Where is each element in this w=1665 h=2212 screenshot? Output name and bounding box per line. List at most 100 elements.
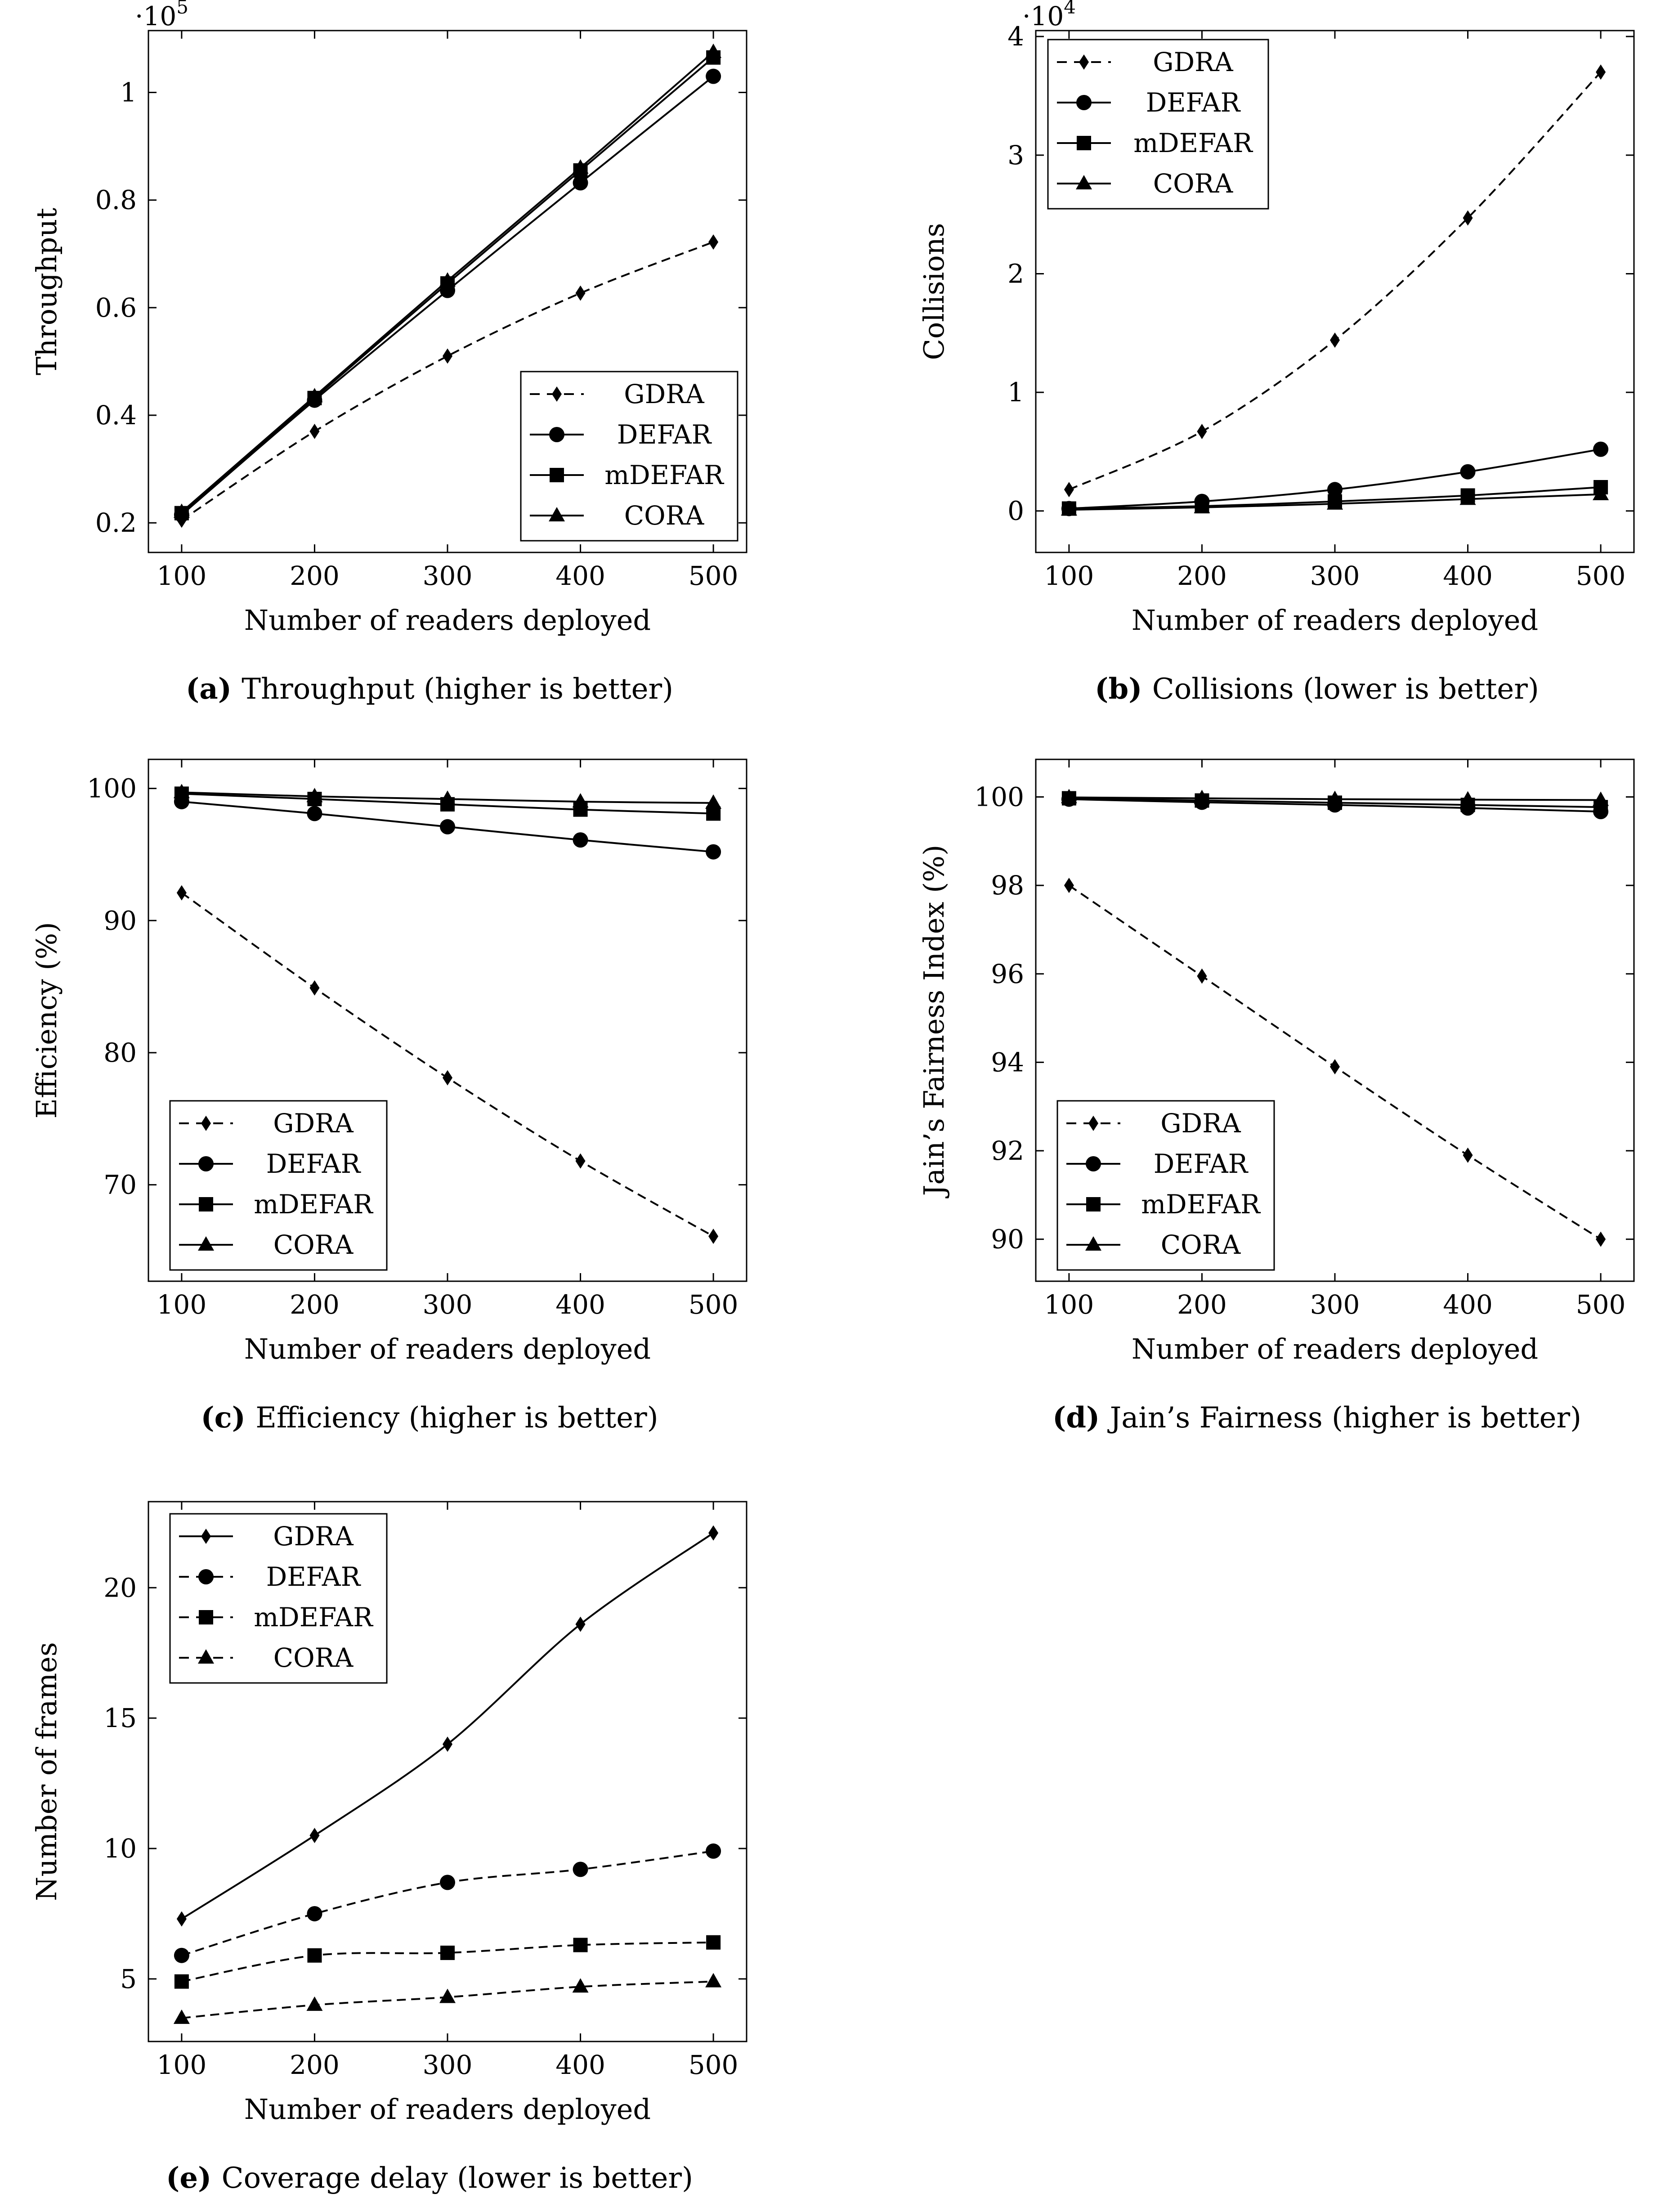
x-axis-title: Number of readers deployed [1132, 1333, 1538, 1365]
y-tick-label: 80 [103, 1037, 137, 1068]
legend-label-defar: DEFAR [266, 1561, 362, 1592]
series-cora [173, 784, 722, 809]
data-point-cora [173, 2009, 190, 2024]
chart-panel-a: 100 200 300 400 500 0.2 0.4 0.6 0.8 1 ·105 Number o… [30, 0, 747, 706]
legend-marker-gdra [201, 1116, 211, 1131]
y-tick-label: 90 [103, 905, 137, 936]
legend-marker-mdefar [1077, 136, 1091, 150]
legend-label-defar: DEFAR [266, 1149, 362, 1179]
legend-marker-mdefar [199, 1610, 213, 1624]
x-tick-label: 100 [1044, 1289, 1094, 1320]
data-point-gdra [1330, 332, 1340, 348]
data-point-gdra [1463, 1147, 1473, 1163]
data-point-defar [573, 832, 588, 848]
data-point-defar [174, 1947, 189, 1963]
data-point-gdra [708, 1229, 719, 1244]
series-cora [1061, 789, 1609, 806]
data-point-cora [1061, 789, 1077, 803]
x-tick-label: 300 [1310, 1289, 1360, 1320]
data-point-cora [705, 1973, 722, 1988]
data-point-gdra [443, 1736, 452, 1752]
legend-marker-gdra [201, 1529, 211, 1544]
x-tick-label: 100 [1044, 561, 1094, 591]
x-tick-label: 100 [157, 561, 207, 591]
data-point-cora [1061, 501, 1077, 516]
legend-label-cora: CORA [273, 1229, 354, 1260]
legend-marker-defar [1076, 95, 1092, 110]
data-point-cora [439, 272, 456, 287]
legend-label-mdefar: mDEFAR [254, 1189, 374, 1220]
legend: GDRA DEFAR mDEFAR CORA [169, 1100, 388, 1271]
x-tick-label: 500 [689, 561, 739, 591]
x-tick-label: 500 [689, 2050, 739, 2080]
data-point-gdra [575, 1616, 586, 1632]
data-point-cora [705, 43, 722, 58]
legend-label-cora: CORA [624, 500, 705, 531]
data-point-cora [306, 788, 323, 803]
data-point-defar [1593, 441, 1609, 457]
data-point-gdra [1197, 968, 1207, 984]
x-tick-label: 200 [1177, 561, 1227, 591]
data-point-gdra [1330, 1059, 1340, 1075]
y-tick-label: 0.4 [95, 400, 137, 431]
caption-text: Coverage delay (lower is better) [222, 2162, 693, 2195]
data-point-gdra [176, 885, 187, 901]
legend-marker-mdefar [199, 1197, 213, 1211]
x-tick-label: 500 [1576, 1289, 1626, 1320]
x-tick-label: 300 [423, 1289, 473, 1320]
y-tick-label: 1 [1007, 377, 1024, 408]
data-point-cora [173, 784, 190, 799]
data-point-mdefar [174, 1974, 189, 1989]
x-tick-label: 400 [555, 561, 605, 591]
legend-marker-cora [1085, 1236, 1101, 1251]
figure-caption: (a) Throughput (higher is better) [186, 672, 673, 706]
x-axis-title: Number of readers deployed [244, 604, 651, 637]
data-point-defar [573, 175, 588, 191]
series-gdra [1064, 64, 1606, 498]
data-point-cora [173, 503, 190, 518]
legend-marker-gdra [1088, 1116, 1098, 1131]
data-point-gdra [309, 1828, 320, 1844]
data-point-cora [1593, 791, 1609, 806]
figure-caption: (b) Collisions (lower is better) [1095, 672, 1539, 706]
legend-marker-mdefar [550, 468, 564, 482]
legend-marker-defar [549, 427, 564, 442]
y-axis-title: Collisions [918, 223, 950, 360]
data-point-cora [1327, 495, 1343, 510]
chart-panel-d: 100 200 300 400 500 90 92 94 96 98 100 Number of re… [918, 758, 1635, 1435]
legend-label-defar: DEFAR [1154, 1149, 1249, 1179]
series-gdra [1064, 878, 1606, 1247]
data-point-cora [572, 1978, 589, 1993]
x-tick-label: 300 [423, 2050, 473, 2080]
x-tick-label: 200 [290, 561, 340, 591]
data-point-mdefar [706, 1935, 721, 1950]
y-tick-label: 94 [991, 1047, 1024, 1077]
x-axis-title: Number of readers deployed [244, 1333, 651, 1365]
legend-label-mdefar: mDEFAR [1141, 1189, 1261, 1220]
data-point-gdra [575, 285, 586, 301]
legend-marker-defar [198, 1569, 214, 1584]
x-tick-label: 400 [555, 2050, 605, 2080]
legend-label-mdefar: mDEFAR [1133, 128, 1253, 158]
y-tick-label: 70 [103, 1170, 137, 1200]
y-tick-label: 100 [87, 773, 137, 804]
caption-letter: (c) [201, 1401, 255, 1435]
data-point-gdra [575, 1153, 586, 1169]
y-tick-label: 3 [1007, 140, 1024, 170]
legend-marker-gdra [1079, 54, 1089, 70]
series-cora [173, 43, 722, 518]
data-point-mdefar [573, 1938, 588, 1952]
legend-marker-cora [549, 507, 565, 521]
y-tick-label: 20 [103, 1572, 137, 1603]
legend-label-mdefar: mDEFAR [604, 460, 725, 490]
caption-text: Throughput (higher is better) [242, 673, 673, 706]
x-tick-label: 200 [290, 2050, 340, 2080]
data-point-gdra [443, 1070, 452, 1086]
data-point-gdra [443, 348, 452, 364]
y-tick-label: 15 [103, 1703, 137, 1733]
x-axis-title: Number of readers deployed [244, 2093, 651, 2126]
caption-letter: (e) [166, 2161, 222, 2195]
data-point-cora [705, 794, 722, 809]
data-point-cora [1459, 791, 1476, 806]
